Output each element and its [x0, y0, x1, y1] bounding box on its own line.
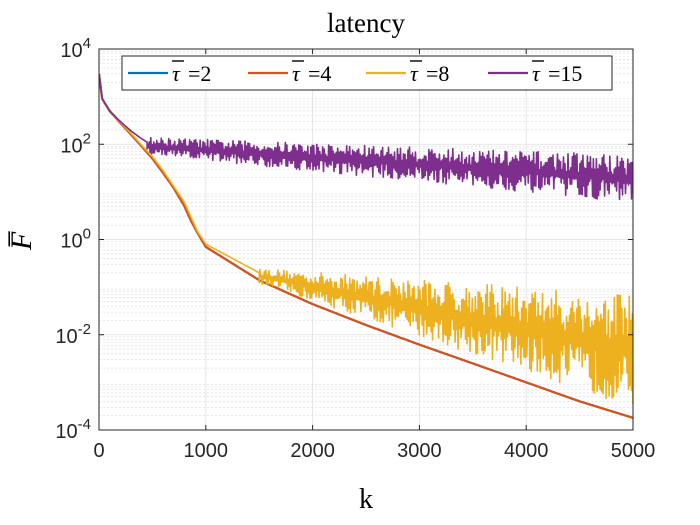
legend-label-2: =4 — [308, 61, 331, 86]
series-line-1 — [99, 73, 633, 419]
x-tick-label: 5000 — [611, 440, 656, 462]
legend-symbol-4: τ — [532, 61, 541, 86]
legend-label-4: =15 — [548, 61, 582, 86]
major-grid — [98, 48, 634, 431]
x-tick-label: 1000 — [184, 440, 229, 462]
legend-label-3: =8 — [426, 61, 449, 86]
series-line-4 — [99, 73, 633, 201]
series-line-3 — [99, 73, 633, 405]
legend-symbol-2: τ — [292, 61, 301, 86]
series-layer — [99, 73, 633, 419]
legend: τ =2 τ =4 τ =8 τ =15 — [121, 55, 613, 91]
x-tick-label: 2000 — [290, 440, 335, 462]
legend-symbol-3: τ — [410, 61, 419, 86]
y-axis-label: F̅ — [5, 230, 38, 251]
y-tick-label: 10-2 — [55, 321, 91, 348]
x-tick-label: 3000 — [397, 440, 442, 462]
y-tick-label: 100 — [60, 226, 91, 253]
series-2 — [99, 73, 633, 419]
series-3 — [99, 73, 633, 405]
legend-symbol-1: τ — [172, 61, 181, 86]
series-1 — [99, 73, 633, 419]
x-tick-label: 0 — [93, 440, 104, 462]
y-tick-labels: 10-4 10-2 100 102 104 — [55, 35, 91, 443]
x-tick-label: 4000 — [504, 440, 549, 462]
chart-title: latency — [327, 8, 405, 38]
x-axis-label: k — [359, 484, 373, 515]
series-line-2 — [99, 73, 633, 419]
x-tick-labels: 0 1000 2000 3000 4000 5000 — [93, 440, 655, 462]
y-tick-label: 104 — [60, 35, 91, 62]
ticks-layer — [98, 48, 634, 431]
series-4 — [99, 73, 633, 201]
y-tick-label: 102 — [60, 130, 91, 157]
y-tick-label: 10-4 — [55, 416, 91, 443]
legend-label-1: =2 — [188, 61, 211, 86]
